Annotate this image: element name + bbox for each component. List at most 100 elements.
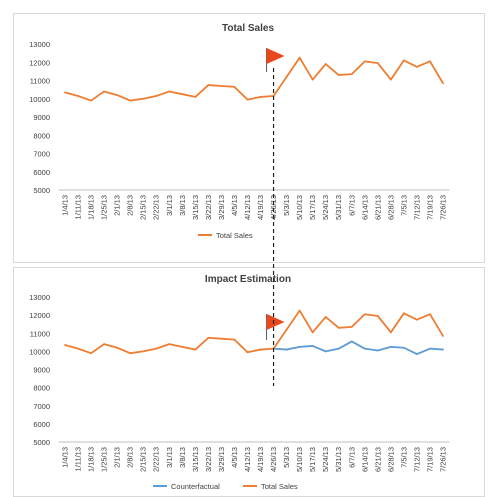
- chart-frame-total-sales: [13, 13, 485, 263]
- y-tick-label: 12000: [29, 311, 50, 320]
- y-tick-label: 8000: [33, 131, 50, 140]
- data-point-total-sales: [442, 82, 444, 85]
- x-tick-label: 6/21/13: [373, 447, 382, 472]
- x-tick-label: 3/29/13: [217, 447, 226, 472]
- data-point-total-sales: [233, 85, 236, 88]
- x-tick-label: 5/24/13: [321, 447, 330, 472]
- y-tick-label: 9000: [33, 113, 50, 122]
- x-tick-label: 2/22/13: [152, 195, 161, 220]
- x-tick-label: 5/24/13: [321, 195, 330, 220]
- data-point-total-sales: [233, 338, 236, 341]
- y-tick-label: 11000: [30, 77, 50, 86]
- x-tick-label: 7/12/13: [412, 195, 421, 220]
- x-tick-label: 1/25/13: [100, 447, 109, 472]
- x-tick-label: 2/8/13: [126, 195, 135, 216]
- data-point-total-sales: [285, 328, 288, 331]
- data-point-counterfactual: [363, 347, 366, 350]
- x-tick-label: 3/1/13: [165, 447, 174, 468]
- y-tick-label: 13000: [29, 40, 50, 49]
- x-tick-label: 5/31/13: [334, 447, 343, 472]
- data-point-total-sales: [116, 94, 119, 96]
- data-point-total-sales: [246, 98, 249, 101]
- y-tick-label: 13000: [29, 293, 50, 302]
- data-point-total-sales: [429, 313, 431, 316]
- y-tick-label: 7000: [33, 150, 50, 159]
- data-point-counterfactual: [376, 349, 379, 352]
- x-tick-label: 3/1/13: [165, 195, 174, 216]
- x-tick-label: 6/7/13: [347, 447, 356, 468]
- data-point-total-sales: [389, 331, 392, 334]
- data-point-counterfactual: [298, 345, 301, 348]
- data-point-total-sales: [337, 74, 340, 76]
- data-point-counterfactual: [429, 347, 431, 350]
- event-flag-icon: [266, 314, 285, 340]
- data-point-total-sales: [142, 350, 145, 353]
- x-tick-label: 4/19/13: [256, 195, 265, 220]
- x-tick-label: 7/26/13: [439, 195, 448, 220]
- data-point-total-sales: [90, 352, 92, 355]
- data-point-total-sales: [220, 337, 223, 340]
- data-point-total-sales: [416, 318, 418, 321]
- x-tick-label: 6/7/13: [347, 195, 356, 216]
- y-tick-label: 12000: [29, 58, 50, 67]
- series-line-counterfactual: [273, 340, 444, 355]
- x-tick-label: 5/17/13: [308, 447, 317, 472]
- data-point-total-sales: [298, 56, 301, 59]
- data-point-counterfactual: [442, 348, 444, 351]
- x-tick-label: 7/5/13: [399, 195, 408, 216]
- y-tick-label: 7000: [33, 402, 50, 411]
- data-point-total-sales: [429, 60, 431, 63]
- x-tick-label: 4/26/13: [269, 195, 278, 220]
- x-tick-label: 3/8/13: [178, 195, 187, 216]
- y-tick-label: 10000: [29, 95, 50, 104]
- data-point-total-sales: [64, 344, 66, 346]
- data-point-total-sales: [77, 347, 79, 350]
- x-tick-label: 3/29/13: [217, 195, 226, 220]
- chart-frame-impact-estimation: [13, 267, 485, 497]
- x-tick-label: 5/3/13: [282, 195, 291, 216]
- x-tick-label: 2/22/13: [152, 447, 161, 472]
- x-tick-label: 2/8/13: [126, 447, 135, 468]
- x-tick-label: 7/12/13: [412, 447, 421, 472]
- data-point-total-sales: [129, 99, 132, 102]
- x-tick-label: 1/25/13: [100, 195, 109, 220]
- x-tick-label: 6/14/13: [360, 195, 369, 220]
- data-point-total-sales: [129, 352, 132, 355]
- data-point-counterfactual: [402, 346, 405, 349]
- x-tick-label: 5/10/13: [295, 447, 304, 472]
- data-point-total-sales: [194, 96, 197, 98]
- x-tick-label: 4/26/13: [269, 447, 278, 472]
- x-tick-label: 6/28/13: [386, 447, 395, 472]
- data-point-total-sales: [416, 65, 418, 68]
- x-tick-label: 4/12/13: [243, 447, 252, 472]
- data-point-total-sales: [207, 336, 210, 339]
- x-tick-label: 7/19/13: [425, 195, 434, 220]
- data-point-total-sales: [142, 97, 145, 100]
- data-point-counterfactual: [311, 345, 314, 347]
- x-tick-label: 4/5/13: [230, 195, 239, 216]
- x-tick-label: 2/1/13: [113, 195, 122, 216]
- x-tick-label: 1/11/13: [74, 447, 83, 471]
- data-point-total-sales: [194, 348, 197, 351]
- data-point-total-sales: [376, 315, 379, 317]
- x-tick-label: 5/3/13: [282, 447, 291, 468]
- y-tick-label: 5000: [33, 438, 50, 447]
- x-tick-label: 3/15/13: [191, 195, 200, 220]
- x-tick-label: 5/17/13: [308, 195, 317, 220]
- legend-label-total-sales: Total Sales: [261, 482, 298, 491]
- y-tick-label: 6000: [33, 420, 50, 429]
- data-point-total-sales: [103, 343, 106, 346]
- data-point-total-sales: [402, 312, 405, 315]
- y-tick-label: 8000: [33, 384, 50, 393]
- x-tick-label: 2/1/13: [113, 447, 122, 468]
- x-tick-label: 7/5/13: [399, 447, 408, 468]
- data-point-total-sales: [363, 313, 366, 316]
- data-point-counterfactual: [324, 350, 327, 353]
- data-point-total-sales: [259, 348, 262, 351]
- y-tick-label: 6000: [33, 168, 50, 177]
- data-point-counterfactual: [337, 347, 340, 350]
- data-point-total-sales: [389, 78, 392, 81]
- data-point-total-sales: [324, 316, 327, 318]
- data-point-total-sales: [220, 85, 223, 87]
